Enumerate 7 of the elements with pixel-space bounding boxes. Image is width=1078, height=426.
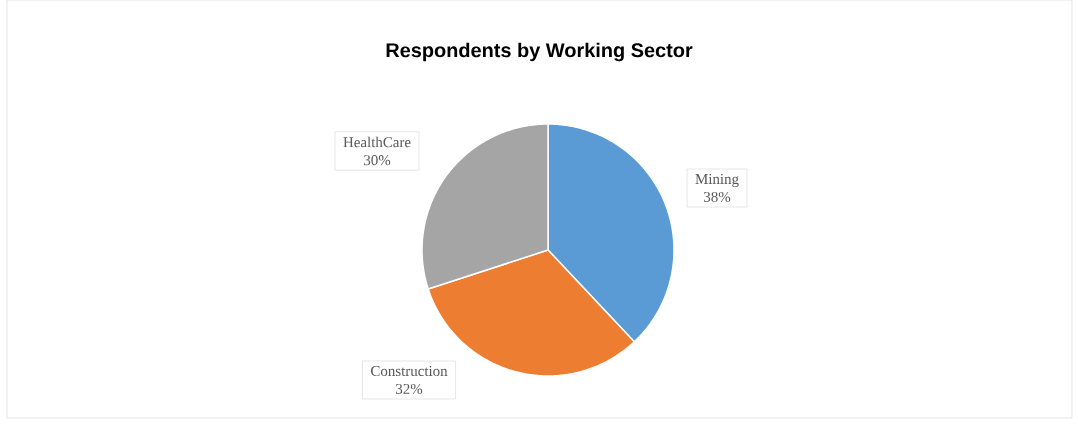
- slice-label: HealthCare: [343, 136, 411, 148]
- chart-title: Respondents by Working Sector: [386, 42, 693, 62]
- data-label: 30%: [364, 155, 391, 166]
- data-label: 32%: [396, 383, 423, 395]
- data-label: 38%: [704, 191, 731, 203]
- slice-label: Mining: [695, 173, 739, 188]
- slice-label: Construction: [371, 365, 448, 377]
